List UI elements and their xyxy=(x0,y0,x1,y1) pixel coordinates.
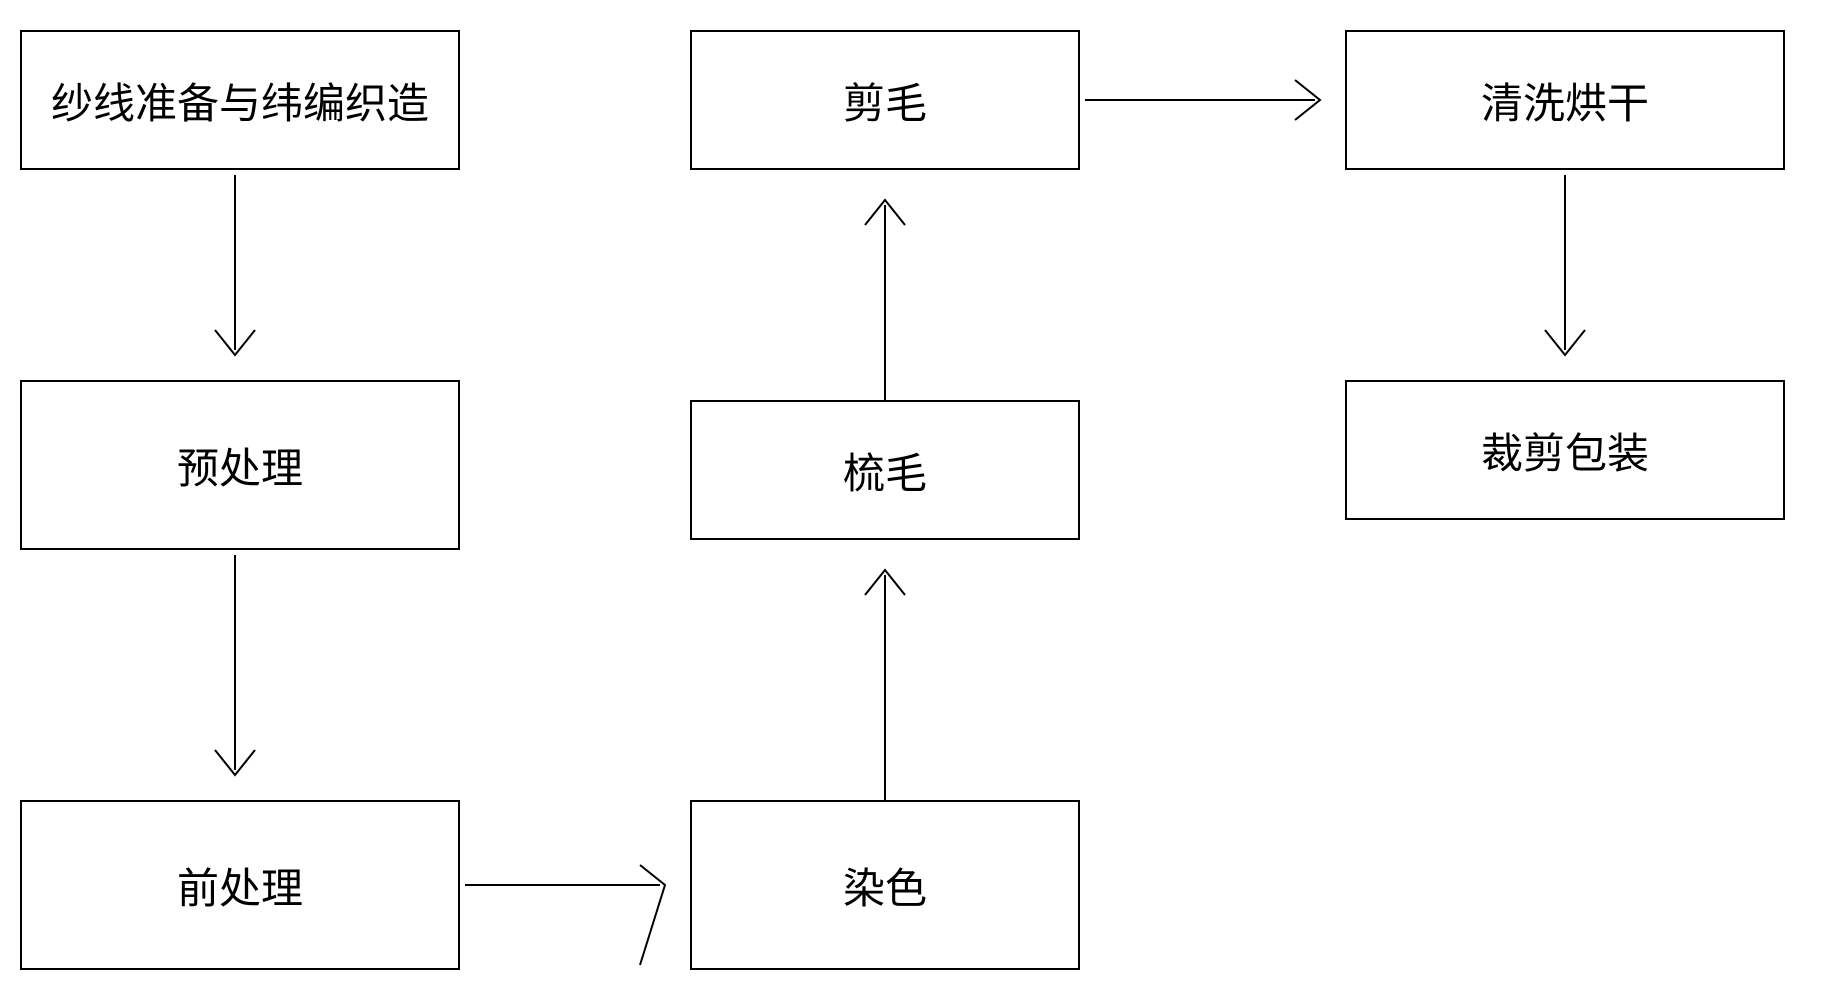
arrow-down-icon xyxy=(205,175,265,375)
node-label: 清洗烘干 xyxy=(1481,70,1649,131)
arrow-up-icon xyxy=(855,545,915,800)
arrow-right-icon xyxy=(1085,70,1345,130)
node-cut-pack: 裁剪包装 xyxy=(1345,380,1785,520)
node-label: 裁剪包装 xyxy=(1481,420,1649,481)
arrow-up-icon xyxy=(855,175,915,400)
arrow-down-icon xyxy=(205,555,265,795)
node-dyeing: 染色 xyxy=(690,800,1080,970)
node-label: 剪毛 xyxy=(843,70,927,131)
node-label: 梳毛 xyxy=(843,440,927,501)
arrow-down-icon xyxy=(1535,175,1595,375)
node-yarn-prep: 纱线准备与纬编织造 xyxy=(20,30,460,170)
node-label: 染色 xyxy=(843,855,927,916)
arrow-right-icon xyxy=(465,855,690,975)
node-label: 纱线准备与纬编织造 xyxy=(51,70,429,131)
node-wash-dry: 清洗烘干 xyxy=(1345,30,1785,170)
node-pretreatment: 前处理 xyxy=(20,800,460,970)
node-label: 前处理 xyxy=(177,855,303,916)
node-combing: 梳毛 xyxy=(690,400,1080,540)
node-label: 预处理 xyxy=(177,435,303,496)
node-shearing: 剪毛 xyxy=(690,30,1080,170)
node-preprocess: 预处理 xyxy=(20,380,460,550)
